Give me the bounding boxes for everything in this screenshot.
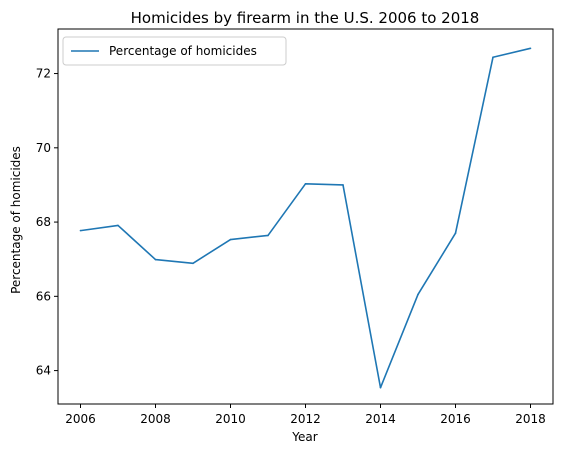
data-point [379, 386, 382, 389]
data-point [304, 183, 307, 185]
data-point [79, 229, 82, 232]
data-point [267, 234, 269, 237]
data-point [154, 258, 157, 261]
data-point [229, 238, 232, 241]
legend: Percentage of homicides [62, 36, 287, 66]
y-tick-label: 72 [36, 67, 51, 81]
x-tick-label: 2014 [365, 412, 396, 426]
data-point [192, 262, 194, 265]
chart-title: Homicides by firearm in the U.S. 2006 to… [131, 9, 480, 27]
x-tick-label: 2008 [140, 412, 171, 426]
series-points [79, 47, 532, 389]
legend-label: Percentage of homicides [109, 44, 257, 58]
x-axis: 2006 2008 2010 2012 2014 2016 2018 [65, 404, 546, 426]
x-tick-label: 2018 [515, 412, 546, 426]
plot-area [57, 28, 554, 405]
series-line [80, 47, 531, 389]
data-point [342, 184, 344, 186]
x-tick-label: 2012 [290, 412, 321, 426]
legend-box [62, 36, 287, 66]
x-tick-label: 2010 [215, 412, 246, 426]
y-axis: 64 66 68 70 72 [36, 67, 58, 378]
data-point [529, 47, 532, 50]
data-point [454, 232, 457, 235]
y-tick-label: 66 [36, 289, 51, 303]
y-tick-label: 70 [36, 141, 51, 155]
data-point [492, 56, 494, 59]
data-point [117, 224, 119, 227]
x-axis-label: Year [291, 430, 317, 444]
data-point [417, 293, 419, 296]
x-tick-label: 2016 [440, 412, 471, 426]
y-axis-label: Percentage of homicides [9, 146, 23, 294]
y-tick-label: 68 [36, 215, 51, 229]
y-tick-label: 64 [36, 364, 51, 378]
x-tick-label: 2006 [65, 412, 96, 426]
